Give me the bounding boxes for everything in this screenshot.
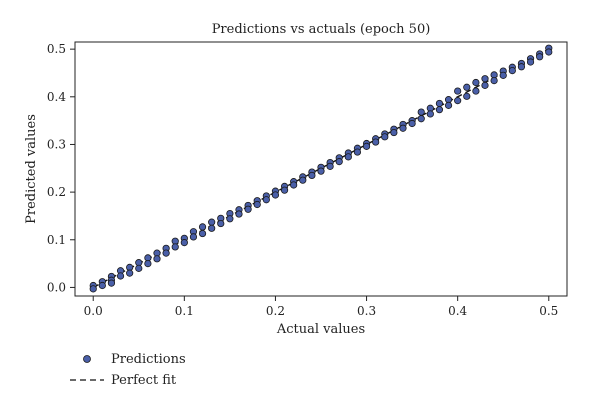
prediction-point bbox=[198, 223, 207, 231]
prediction-point bbox=[417, 108, 425, 116]
prediction-point bbox=[499, 71, 507, 79]
prediction-point bbox=[98, 281, 106, 290]
x-tick-label: 0.0 bbox=[84, 304, 103, 318]
prediction-point bbox=[444, 101, 453, 109]
prediction-point bbox=[390, 128, 398, 137]
prediction-point bbox=[144, 259, 152, 268]
prediction-point bbox=[435, 106, 444, 114]
prediction-point bbox=[426, 110, 434, 118]
legend: Predictions Perfect fit bbox=[70, 352, 186, 388]
prediction-point bbox=[463, 83, 471, 91]
x-tick-label: 0.1 bbox=[175, 304, 194, 318]
y-axis-title: Predicted values bbox=[24, 114, 39, 224]
x-tick-label: 0.4 bbox=[448, 304, 467, 318]
prediction-point bbox=[517, 63, 526, 71]
legend-predictions-marker bbox=[83, 355, 91, 363]
prediction-point bbox=[208, 218, 216, 226]
y-tick-label: 0.0 bbox=[47, 280, 66, 294]
x-axis: 0.0 0.1 0.2 0.3 0.4 0.5 bbox=[84, 296, 558, 318]
prediction-point bbox=[335, 158, 343, 166]
prediction-point bbox=[435, 99, 444, 108]
y-tick-label: 0.2 bbox=[47, 185, 66, 199]
y-tick-label: 0.5 bbox=[47, 42, 66, 56]
prediction-point bbox=[454, 87, 462, 95]
prediction-point bbox=[344, 153, 352, 161]
chart-title: Predictions vs actuals (epoch 50) bbox=[212, 22, 431, 37]
predictions-points-layer bbox=[89, 44, 553, 293]
prediction-point bbox=[171, 243, 179, 251]
prediction-point bbox=[153, 255, 161, 263]
prediction-point bbox=[454, 97, 462, 105]
x-tick-label: 0.5 bbox=[539, 304, 558, 318]
y-tick-label: 0.1 bbox=[47, 233, 66, 247]
prediction-point bbox=[536, 53, 544, 61]
prediction-point bbox=[508, 66, 516, 75]
prediction-point bbox=[271, 191, 280, 199]
prediction-point bbox=[472, 87, 480, 95]
prediction-point bbox=[326, 162, 334, 170]
prediction-point bbox=[280, 186, 289, 194]
prediction-point bbox=[262, 196, 270, 204]
prediction-point bbox=[189, 233, 198, 241]
prediction-point bbox=[162, 249, 170, 257]
prediction-point bbox=[290, 181, 298, 189]
prediction-point bbox=[545, 48, 553, 56]
prediction-point bbox=[299, 176, 307, 184]
prediction-point bbox=[208, 224, 216, 232]
prediction-point bbox=[372, 138, 380, 146]
prediction-point bbox=[116, 272, 125, 280]
y-tick-label: 0.3 bbox=[47, 137, 66, 151]
prediction-point bbox=[198, 229, 207, 238]
prediction-point bbox=[217, 219, 225, 228]
prediction-point bbox=[353, 148, 362, 156]
prediction-point bbox=[481, 75, 489, 83]
prediction-point bbox=[490, 77, 498, 85]
prediction-point bbox=[481, 81, 489, 89]
x-axis-title: Actual values bbox=[276, 322, 365, 337]
x-tick-label: 0.3 bbox=[357, 304, 376, 318]
prediction-point bbox=[399, 124, 407, 132]
prediction-point bbox=[89, 285, 97, 293]
prediction-point bbox=[126, 269, 134, 277]
prediction-point bbox=[244, 205, 252, 213]
x-tick-label: 0.2 bbox=[266, 304, 285, 318]
prediction-point bbox=[463, 92, 471, 100]
prediction-point bbox=[135, 264, 143, 272]
y-axis: 0.0 0.1 0.2 0.3 0.4 0.5 bbox=[47, 42, 75, 294]
prediction-point bbox=[381, 133, 389, 141]
prediction-point bbox=[235, 210, 243, 218]
prediction-point bbox=[308, 171, 316, 180]
prediction-point bbox=[472, 78, 480, 87]
prediction-point bbox=[226, 215, 234, 223]
prediction-point bbox=[180, 239, 188, 247]
prediction-point bbox=[107, 279, 116, 287]
legend-predictions-label: Predictions bbox=[111, 352, 186, 367]
prediction-point bbox=[417, 115, 425, 123]
prediction-point bbox=[408, 119, 416, 128]
prediction-point bbox=[526, 58, 535, 66]
y-tick-label: 0.4 bbox=[47, 90, 66, 104]
plot-area bbox=[74, 41, 568, 297]
prediction-point bbox=[362, 142, 371, 150]
legend-perfect-fit-label: Perfect fit bbox=[111, 373, 177, 388]
prediction-point bbox=[317, 167, 325, 175]
prediction-point bbox=[253, 200, 261, 209]
